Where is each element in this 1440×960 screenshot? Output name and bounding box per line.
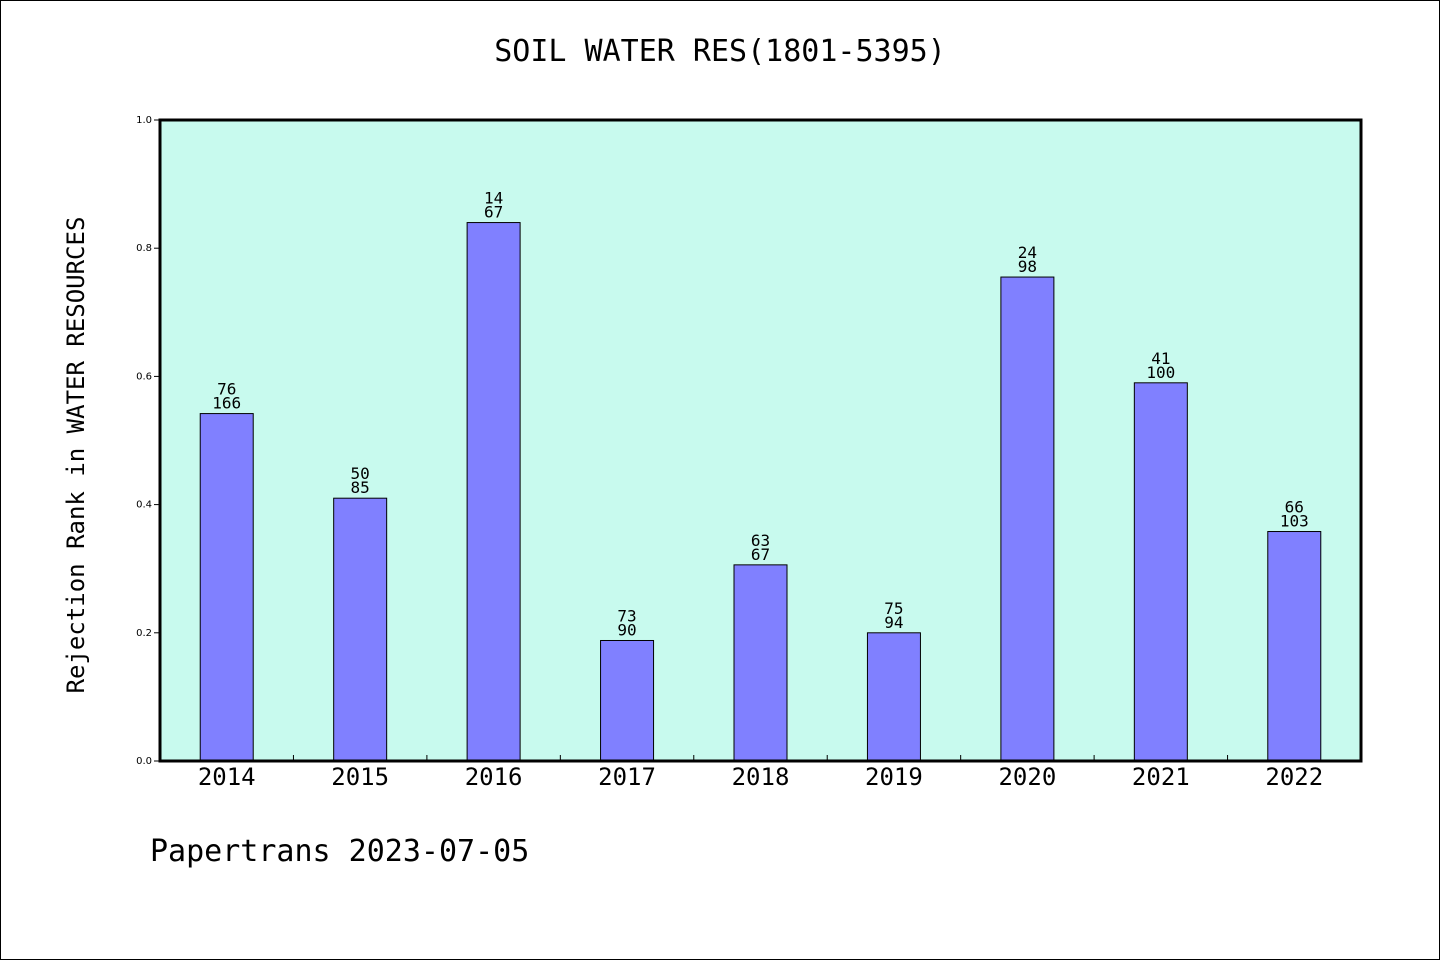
y-tick-label: 0.8 [136,243,152,254]
bar-2016 [466,222,521,762]
bar-label-bottom: 94 [884,613,903,632]
bar-label-bottom: 90 [617,620,636,639]
bar-label-top: 76 [217,380,236,399]
bar-2015 [333,497,388,762]
x-tick-label: 2019 [865,763,923,791]
bar-label-bottom: 85 [351,478,370,497]
bar-label-bottom: 100 [1146,363,1175,382]
bar-2021 [1133,382,1188,762]
bar-label-top: 50 [351,464,370,483]
ticks-group: 0.0 0.2 0.4 0.6 0.8 1.0 2014 2015 2016 2017 2018 20… [136,115,1323,791]
y-tick-label: 0.4 [136,500,152,511]
bar-label-bottom: 98 [1018,257,1037,276]
bar-2017 [600,639,655,762]
x-tick-label: 2021 [1132,763,1190,791]
bar-label-bottom: 103 [1280,512,1309,531]
bar-label-top: 75 [884,599,903,618]
bar-label-bottom: 67 [751,545,770,564]
chart-title: SOIL WATER RES(1801-5395) [494,34,946,69]
x-tick-label: 2014 [198,763,256,791]
bar-label-top: 14 [484,189,503,208]
y-tick-label: 1.0 [136,115,152,126]
bar-label-top: 41 [1151,349,1170,368]
bar-label-top: 66 [1285,498,1304,517]
y-tick-label: 0.2 [136,628,152,639]
bar-label-top: 73 [617,606,636,625]
x-tick-label: 2018 [732,763,790,791]
y-tick-label: 0.6 [136,371,152,382]
bar-label-bottom: 67 [484,203,503,222]
y-tick-label: 0.0 [136,756,152,767]
bar-2022 [1267,531,1322,762]
bar-label-top: 24 [1018,243,1037,262]
bar-2014 [199,413,254,762]
x-tick-label: 2022 [1265,763,1323,791]
x-tick-label: 2016 [465,763,523,791]
bar-2018 [733,564,788,762]
bar-label-bottom: 166 [212,394,241,413]
plot-border [158,118,1363,763]
bar-label-top: 63 [751,531,770,550]
bar-2020 [1000,276,1055,762]
x-tick-label: 2017 [598,763,656,791]
x-tick-label: 2020 [998,763,1056,791]
footer-text: Papertrans 2023-07-05 [150,834,530,869]
x-tick-label: 2015 [331,763,389,791]
bar-2019 [866,632,921,762]
